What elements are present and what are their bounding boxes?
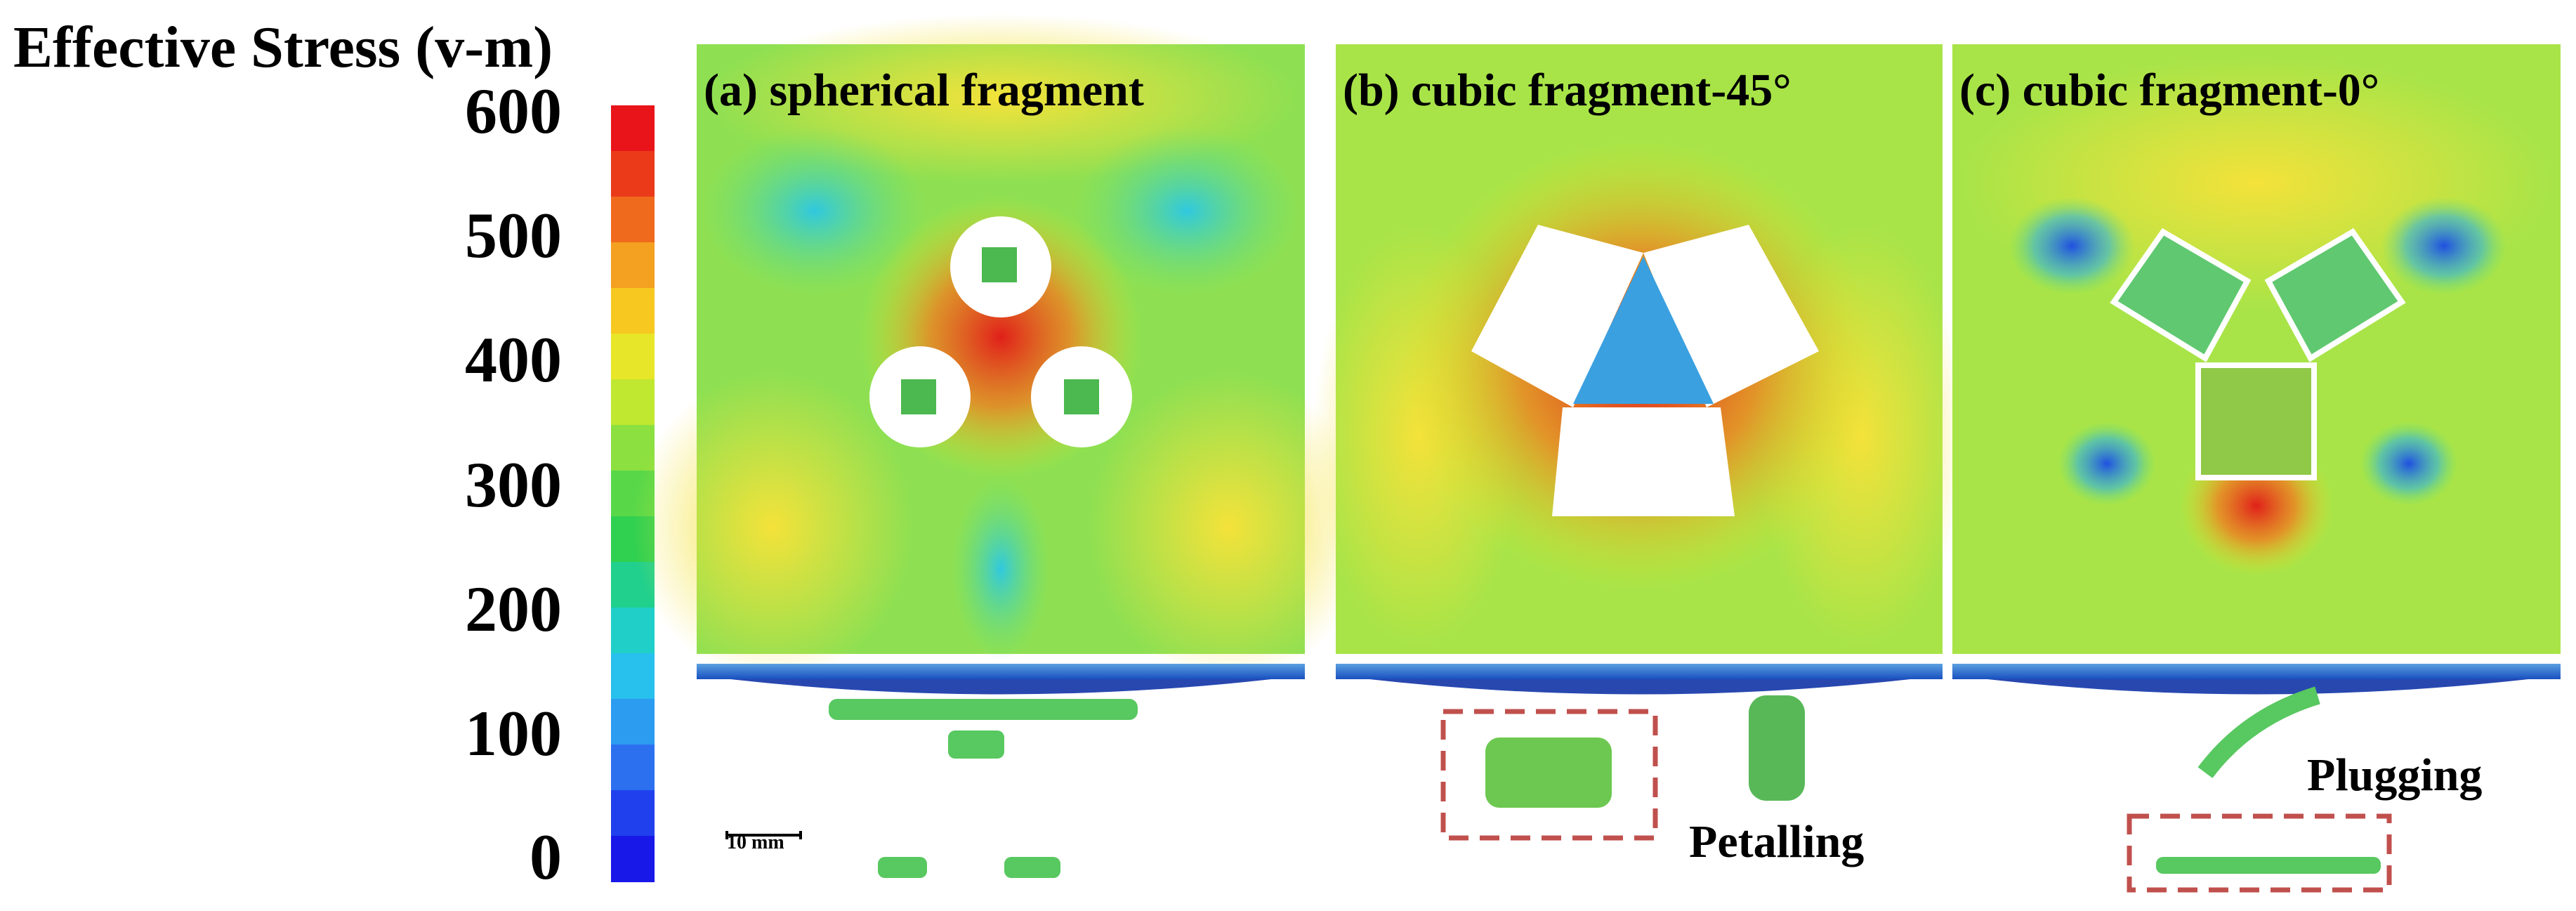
tick-label: 300 (465, 449, 562, 520)
panel-c (1952, 44, 2561, 893)
tick-label: 400 (465, 324, 562, 395)
panel-a: 10 mm (632, 14, 1369, 878)
annotation: Petalling (1689, 816, 1864, 867)
scale-bar-label: 10 mm (727, 832, 784, 853)
tick-label: 0 (530, 821, 562, 893)
annotation: Plugging (2307, 749, 2482, 801)
panel-label: (a) spherical fragment (704, 65, 1144, 116)
panel-label: (c) cubic fragment-0° (1959, 65, 2379, 116)
colorbar (611, 105, 655, 882)
panel-label: (b) cubic fragment-45° (1343, 65, 1792, 116)
tick-label: 200 (465, 573, 562, 645)
tick-label: 600 (465, 75, 562, 147)
title: Effective Stress (v-m) (13, 15, 553, 80)
tick-label: 100 (465, 697, 562, 769)
tick-label: 500 (465, 199, 562, 271)
panel-b (1313, 44, 1966, 841)
